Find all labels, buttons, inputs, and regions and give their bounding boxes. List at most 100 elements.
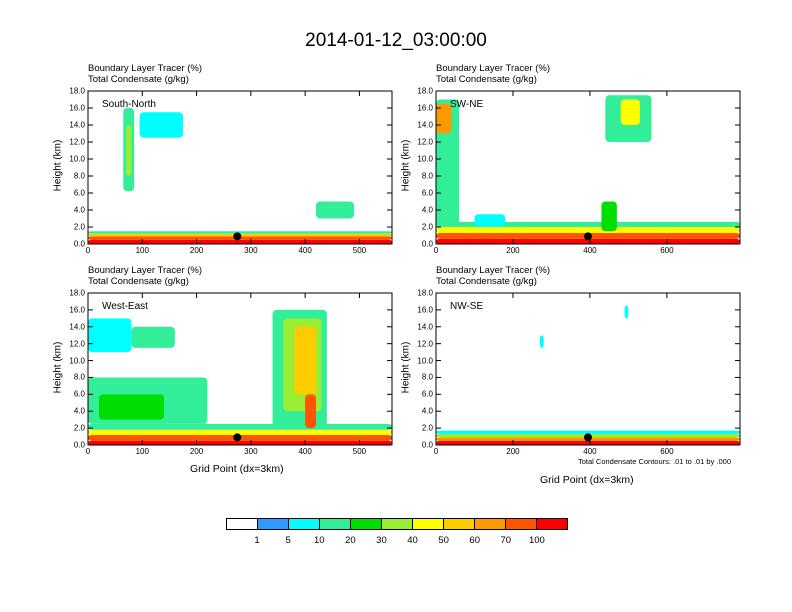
tracer-region-0 <box>436 238 740 244</box>
panel-sw-ne: SW-NE <box>435 90 741 245</box>
colorbar-label: 20 <box>345 535 356 546</box>
tracer-region-7 <box>316 201 354 219</box>
tracer-region-3 <box>88 231 392 234</box>
tracer-region-2 <box>88 429 392 435</box>
y-tick-label: 8.0 <box>73 372 85 382</box>
y-tick-label: 10.0 <box>69 154 85 164</box>
y-tick-label: 12.0 <box>69 339 85 349</box>
x-tick-label: 500 <box>352 246 367 255</box>
y-tick-label: 16.0 <box>69 103 85 113</box>
tracer-region-4 <box>88 318 132 353</box>
y-tick-label: 0.0 <box>421 239 433 249</box>
colorbar-swatch <box>505 519 536 529</box>
x-tick-label: 200 <box>189 246 204 255</box>
y-tick-label: 14.0 <box>417 322 433 332</box>
y-tick-label: 2.0 <box>421 423 433 433</box>
y-tick-label: 4.0 <box>73 205 85 215</box>
panel4-header-line1: Boundary Layer Tracer (%) <box>436 265 551 276</box>
x-tick-label: 400 <box>583 447 597 456</box>
y-tick-label: 8.0 <box>73 171 85 181</box>
panel4-header-line2: Total Condensate (g/kg) <box>436 276 537 287</box>
colorbar-swatch <box>474 519 505 529</box>
y-tick-label: 0.0 <box>73 440 85 450</box>
colorbar-swatch <box>227 519 257 529</box>
y-tick-label: 6.0 <box>73 188 85 198</box>
y-tick-label: 6.0 <box>73 389 85 399</box>
x-tick-label: 600 <box>660 246 674 255</box>
tracer-region-3 <box>88 423 392 430</box>
plot-frame <box>87 90 393 245</box>
y-tick-label: 12.0 <box>69 137 85 147</box>
panel1-header-line2: Total Condensate (g/kg) <box>88 74 189 85</box>
x-tick-label: 500 <box>352 447 367 456</box>
x-tick-label: 0 <box>433 447 439 456</box>
colorbar-swatch <box>381 519 412 529</box>
plot-frame <box>87 292 393 446</box>
panel1-header-line1: Boundary Layer Tracer (%) <box>88 63 203 74</box>
x-tick-label: 100 <box>135 246 149 255</box>
colorbar-swatch <box>257 519 288 529</box>
contour-note: Total Condensate Contours: .01 to .01 by… <box>578 457 732 466</box>
panel2-header-line1: Boundary Layer Tracer (%) <box>436 63 551 74</box>
panel4-ylabel: Height (km) <box>400 341 412 394</box>
colorbar-swatch <box>536 519 567 529</box>
y-tick-label: 10.0 <box>69 356 85 366</box>
tracer-region-11 <box>305 394 316 429</box>
y-tick-label: 12.0 <box>417 137 433 147</box>
tracer-region-4 <box>539 335 544 348</box>
colorbar-swatch <box>288 519 319 529</box>
tracer-region-3 <box>436 430 740 435</box>
y-tick-label: 18.0 <box>417 288 433 298</box>
colorbar-label: 1 <box>254 535 260 546</box>
y-tick-label: 10.0 <box>417 154 433 164</box>
tracer-region-7 <box>98 394 164 420</box>
colorbar-label: 30 <box>376 535 387 546</box>
panel1-ylabel: Height (km) <box>52 139 64 192</box>
figure-title: 2014-01-12_03:00:00 <box>305 30 487 51</box>
location-marker <box>584 232 592 241</box>
panel-label: West-East <box>102 301 148 312</box>
panel-west-east: West-East <box>87 292 393 446</box>
panel3-header-line2: Total Condensate (g/kg) <box>88 276 189 287</box>
y-tick-label: 14.0 <box>417 120 433 130</box>
y-tick-label: 8.0 <box>421 171 433 181</box>
tracer-region-0 <box>88 440 392 445</box>
x-tick-label: 300 <box>244 246 258 255</box>
colorbar-label: 10 <box>313 535 325 546</box>
colorbar-label: 5 <box>285 535 291 546</box>
tracer-region-7 <box>620 99 640 125</box>
y-tick-label: 2.0 <box>73 222 85 232</box>
y-tick-label: 12.0 <box>417 339 433 349</box>
y-tick-label: 4.0 <box>73 406 85 416</box>
y-tick-label: 16.0 <box>417 103 433 113</box>
x-tick-label: 200 <box>506 447 520 456</box>
panel-label: NW-SE <box>450 301 483 312</box>
x-tick-label: 200 <box>506 246 520 255</box>
tracer-region-10 <box>294 326 316 395</box>
y-tick-label: 6.0 <box>421 389 433 399</box>
panel-label: SW-NE <box>450 99 483 110</box>
x-tick-label: 400 <box>583 246 597 255</box>
tracer-region-8 <box>601 201 617 232</box>
panel2-ylabel: Height (km) <box>400 139 412 192</box>
colorbar-swatch <box>412 519 443 529</box>
colorbar-label: 50 <box>438 535 449 546</box>
y-tick-label: 18.0 <box>69 86 85 96</box>
x-tick-label: 200 <box>189 447 204 456</box>
x-tick-label: 0 <box>85 447 91 456</box>
x-tick-label: 0 <box>433 246 439 255</box>
x-tick-label: 600 <box>660 447 674 456</box>
y-tick-label: 2.0 <box>73 423 85 433</box>
y-tick-label: 6.0 <box>421 188 433 198</box>
panel2-header-line2: Total Condensate (g/kg) <box>436 74 537 85</box>
y-tick-label: 18.0 <box>69 288 85 298</box>
y-tick-label: 16.0 <box>69 305 85 315</box>
panel3-header-line1: Boundary Layer Tracer (%) <box>88 265 203 276</box>
tracer-region-5 <box>436 103 452 134</box>
y-tick-label: 18.0 <box>417 86 433 96</box>
y-tick-label: 10.0 <box>417 356 433 366</box>
location-marker <box>584 433 592 442</box>
y-tick-label: 2.0 <box>421 222 433 232</box>
colorbar-swatch <box>350 519 381 529</box>
tracer-region-6 <box>139 112 183 138</box>
